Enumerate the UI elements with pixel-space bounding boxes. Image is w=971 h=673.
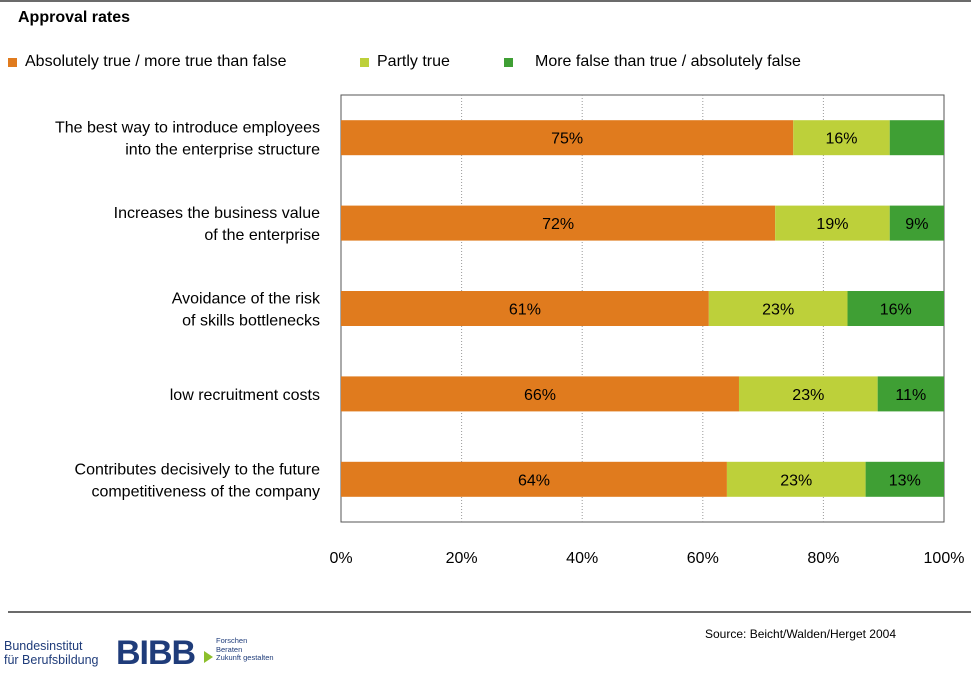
bar-segment xyxy=(775,205,890,241)
bar-segment xyxy=(341,461,727,497)
x-tick-label: 20% xyxy=(446,550,478,567)
legend-label-series-2: Partly true xyxy=(377,53,450,70)
category-label: Contributes decisively to the future xyxy=(75,461,321,478)
logo-arrow-icon xyxy=(204,651,213,663)
category-label: Avoidance of the risk xyxy=(172,291,321,308)
bar-segment xyxy=(865,461,944,497)
bar-segment xyxy=(726,461,866,497)
legend: Absolutely true / more true than false P… xyxy=(0,53,971,75)
bar-segment xyxy=(889,120,944,156)
legend-swatch-series-1 xyxy=(8,57,17,67)
logo-tagline: Forschen Beraten Zukunft gestalten xyxy=(216,636,274,663)
x-tick-label: 100% xyxy=(924,550,965,567)
legend-item-series-3: More false than true / absolutely false xyxy=(504,53,801,71)
bar-segment xyxy=(708,291,848,326)
data-label: 16% xyxy=(825,131,857,148)
category-label: of the enterprise xyxy=(204,227,320,244)
bar-segment xyxy=(341,205,776,241)
logo-tag-1: Forschen xyxy=(216,636,248,645)
category-label: low recruitment costs xyxy=(170,387,320,404)
top-rule xyxy=(0,0,971,2)
category-label: of skills bottlenecks xyxy=(182,313,320,330)
bar-segment xyxy=(738,376,878,412)
logo-org-line-1: Bundesinstitut xyxy=(4,639,83,653)
category-label: Increases the business value xyxy=(114,205,320,222)
legend-item-series-2: Partly true xyxy=(360,53,450,71)
logo-brand: BIBB xyxy=(116,634,196,672)
category-label: competitiveness of the company xyxy=(91,483,320,500)
data-label: 9% xyxy=(905,216,928,233)
bar-segment xyxy=(889,205,944,241)
bar-segment xyxy=(877,376,944,412)
legend-label-series-1: Absolutely true / more true than false xyxy=(25,53,287,70)
source-note: Source: Beicht/Walden/Herget 2004 xyxy=(705,627,896,641)
logo-org-name: Bundesinstitut für Berufsbildung xyxy=(4,639,99,667)
bar-segment xyxy=(793,120,890,156)
x-tick-label: 60% xyxy=(687,550,719,567)
x-tick-label: 40% xyxy=(566,550,598,567)
data-label: 23% xyxy=(780,472,812,489)
bar-segment xyxy=(341,120,794,156)
bibb-logo: Bundesinstitut für Berufsbildung BIBB Fo… xyxy=(4,634,344,672)
bar-segment xyxy=(847,291,944,326)
data-label: 19% xyxy=(816,216,848,233)
data-label: 16% xyxy=(880,302,912,319)
bar-segment xyxy=(341,291,709,326)
logo-tag-3: Zukunft gestalten xyxy=(216,653,274,662)
x-tick-label: 0% xyxy=(329,550,352,567)
stacked-bar-chart: 0% 20% 40% 60% 80% 100% 75% 16% The best way to … xyxy=(55,94,965,567)
legend-swatch-series-2 xyxy=(360,57,369,67)
data-label: 13% xyxy=(889,472,921,489)
data-label: 72% xyxy=(542,216,574,233)
data-label: 61% xyxy=(509,302,541,319)
data-label: 11% xyxy=(895,387,926,404)
bottom-rule xyxy=(8,611,971,613)
bar-segment xyxy=(341,376,739,412)
data-label: 64% xyxy=(518,472,550,489)
chart-title: Approval rates xyxy=(18,9,131,26)
legend-label-series-3: More false than true / absolutely false xyxy=(535,53,801,70)
legend-item-series-1: Absolutely true / more true than false xyxy=(8,53,286,71)
logo-org-line-2: für Berufsbildung xyxy=(4,653,99,667)
legend-swatch-series-3 xyxy=(504,57,513,67)
data-label: 23% xyxy=(792,387,824,404)
data-label: 66% xyxy=(524,387,556,404)
x-tick-label: 80% xyxy=(807,550,839,567)
category-label: into the enterprise structure xyxy=(125,142,320,159)
category-label: The best way to introduce employees xyxy=(55,120,320,137)
data-label: 75% xyxy=(551,131,583,148)
logo-tag-2: Beraten xyxy=(216,644,243,654)
data-label: 23% xyxy=(762,302,794,319)
